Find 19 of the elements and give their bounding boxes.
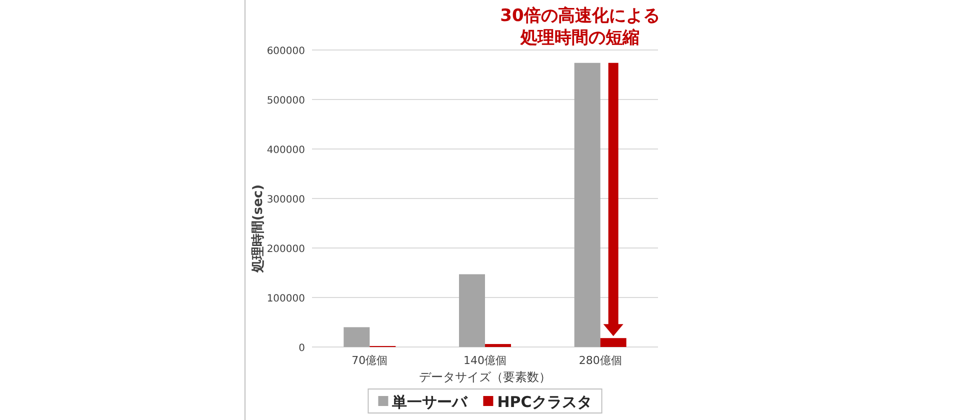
bar — [344, 327, 370, 347]
x-tick-label: 280億個 — [578, 354, 622, 367]
bar — [459, 274, 485, 347]
bar — [574, 62, 600, 347]
x-tick-label: 70億個 — [352, 354, 388, 367]
bar — [485, 344, 511, 347]
y-tick-label: 500000 — [266, 96, 305, 106]
x-axis-title: データサイズ（要素数） — [419, 370, 551, 384]
legend-label: HPCクラスタ — [497, 393, 592, 411]
y-axis-title: 処理時間(sec) — [251, 184, 266, 274]
y-tick-label: 100000 — [266, 294, 305, 304]
legend-label: 単一サーバ — [391, 393, 468, 411]
y-tick-label: 200000 — [266, 244, 305, 255]
text: 30倍の高速化による処理時間の短縮 — [499, 5, 661, 49]
y-tick-label: 400000 — [266, 145, 305, 156]
y-tick-label: 0 — [298, 343, 305, 354]
y-tick-label: 300000 — [266, 194, 305, 206]
y-tick-label: 600000 — [266, 46, 305, 57]
x-tick-label: 140億個 — [464, 354, 506, 367]
